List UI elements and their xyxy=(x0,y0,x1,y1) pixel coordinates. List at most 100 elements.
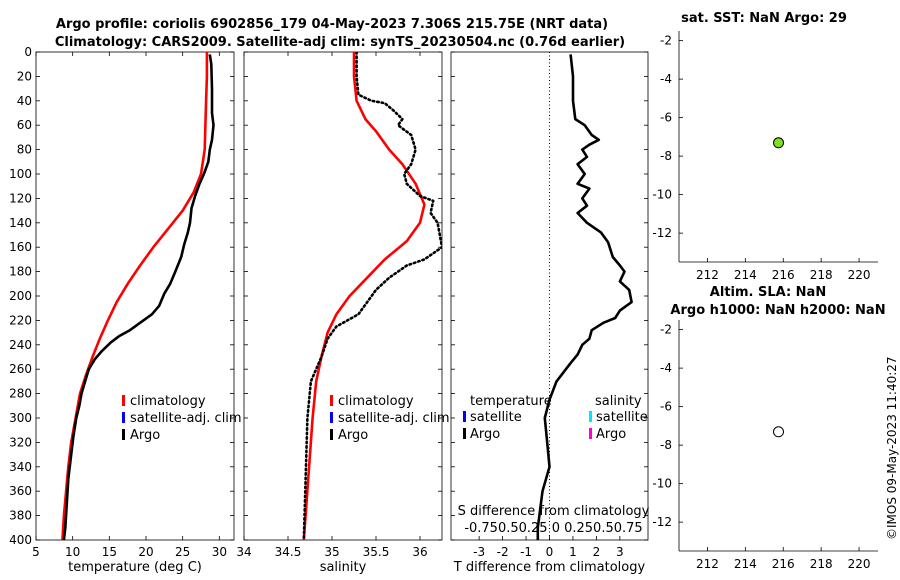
depth-tick-label: 240 xyxy=(9,338,32,352)
sst_map-xtick-label: 214 xyxy=(734,268,757,282)
panel-salinity: 34 34.5 35 35.5 36 salinity climatology satelli… xyxy=(236,51,450,575)
title-line-1: Argo profile: coriolis 6902856_179 04-Ma… xyxy=(56,17,608,32)
temperature-series-argo xyxy=(62,54,215,540)
sla_map-xtick-label: 220 xyxy=(848,557,871,571)
salinity-xtick-label: 35.5 xyxy=(363,545,390,559)
difference-xtick-label: 3 xyxy=(616,545,624,559)
depth-tick-label: 200 xyxy=(9,289,32,303)
difference-legend-salinity-swatch xyxy=(589,411,592,422)
salinity-xtick-label: 34.5 xyxy=(275,545,302,559)
sla-map-title: Altim. SLA: NaN xyxy=(710,285,826,300)
salinity-legend-label: climatology xyxy=(338,394,414,409)
temperature-xtick-label: 15 xyxy=(102,545,117,559)
salinity-axes-frame xyxy=(243,51,443,541)
sst_map-ytick-label: -10 xyxy=(652,188,672,202)
salinity-legend-swatch xyxy=(330,429,333,440)
sst-map-title: sat. SST: NaN Argo: 29 xyxy=(681,11,847,26)
difference-xtick-label: -2 xyxy=(497,545,509,559)
sst_map-float-position-marker xyxy=(773,137,784,149)
salinity-legend-swatch xyxy=(330,395,333,406)
title-line-2: Climatology: CARS2009. Satellite-adj cli… xyxy=(55,35,625,50)
difference-legend-temperature-heading: temperature xyxy=(470,394,552,409)
salinity-xlabel: salinity xyxy=(320,560,367,575)
temperature-legend-label: Argo xyxy=(130,428,160,443)
sla_map-float-position-marker xyxy=(773,426,784,438)
difference-series-t-argo xyxy=(536,54,633,540)
depth-tick-label: 340 xyxy=(9,460,32,474)
salinity-series-group xyxy=(302,52,442,540)
sst_map-xtick-label: 212 xyxy=(696,268,719,282)
salinity-xtick-label: 35 xyxy=(324,545,339,559)
panel-temperature: 5 10 15 20 25 3002040608010012014016018020022… xyxy=(9,45,242,575)
difference-series-group xyxy=(536,54,633,540)
difference-legend-temperature-swatch xyxy=(463,411,466,422)
sla_map-xtick-label: 212 xyxy=(696,557,719,571)
sst_map-xtick-label: 218 xyxy=(810,268,833,282)
temperature-xtick-label: 20 xyxy=(138,545,153,559)
sla_map-ytick-label: -6 xyxy=(660,400,672,414)
depth-tick-label: 220 xyxy=(9,313,32,327)
difference-s-tick-labels: -0.750.50.25 0 0.250.50.75 xyxy=(464,521,642,536)
sla_map-ytick-label: -12 xyxy=(652,515,672,529)
depth-tick-label: 100 xyxy=(9,167,32,181)
depth-tick-label: 160 xyxy=(9,240,32,254)
depth-tick-label: 260 xyxy=(9,362,32,376)
salinity-series-climatology xyxy=(302,52,426,540)
temperature-xtick-label: 5 xyxy=(32,545,40,559)
sst_map-ytick-label: -12 xyxy=(652,226,672,240)
salinity-legend-label: satellite-adj. clim xyxy=(338,411,450,426)
depth-tick-label: 360 xyxy=(9,484,32,498)
temperature-legend-label: climatology xyxy=(130,394,206,409)
difference-xtick-label: -1 xyxy=(520,545,532,559)
depth-tick-label: 380 xyxy=(9,509,32,523)
sla_map-ytick-label: -4 xyxy=(660,361,672,375)
panel-sst_map: 212 214 216 218 220 -2 -4 -6 -8 -10 -12 xyxy=(652,31,878,282)
depth-tick-label: 0 xyxy=(24,45,32,59)
difference-legend-temperature-label: Argo xyxy=(470,427,500,442)
depth-tick-label: 80 xyxy=(17,143,32,157)
sst_map-ytick-label: -4 xyxy=(660,72,672,86)
difference-xtick-label: 0 xyxy=(546,545,554,559)
difference-xtick-label: -3 xyxy=(473,545,485,559)
temperature-xtick-label: 30 xyxy=(212,545,227,559)
depth-tick-label: 320 xyxy=(9,435,32,449)
temperature-xlabel: temperature (deg C) xyxy=(68,560,202,575)
difference-legend-salinity-heading: salinity xyxy=(595,394,642,409)
timestamp-watermark: ©IMOS 09-May-2023 11:40:27 xyxy=(885,356,899,540)
sst_map-ytick-label: -8 xyxy=(660,149,672,163)
sla-map-subtitle: Argo h1000: NaN h2000: NaN xyxy=(670,303,885,318)
depth-tick-label: 140 xyxy=(9,216,32,230)
salinity-series-argo xyxy=(302,52,442,540)
salinity-xtick-label: 36 xyxy=(412,545,427,559)
temperature-xtick-label: 25 xyxy=(175,545,190,559)
sla_map-ytick-label: -8 xyxy=(660,438,672,452)
depth-tick-label: 280 xyxy=(9,387,32,401)
sst_map-xtick-label: 216 xyxy=(772,268,795,282)
sla_map-xtick-label: 218 xyxy=(810,557,833,571)
difference-legend-temperature-swatch xyxy=(463,428,466,439)
temperature-series-group xyxy=(61,52,215,540)
depth-tick-label: 40 xyxy=(17,94,32,108)
temperature-series-climatology xyxy=(61,52,209,540)
difference-legend-salinity-label: Argo xyxy=(596,427,626,442)
depth-tick-label: 120 xyxy=(9,191,32,205)
depth-tick-label: 400 xyxy=(9,533,32,547)
depth-tick-label: 180 xyxy=(9,265,32,279)
difference-xlabel: T difference from climatology xyxy=(453,560,646,575)
temperature-legend-swatch xyxy=(122,429,125,440)
difference-s-axis-label: S difference from climatology xyxy=(458,504,650,519)
sla_map-xtick-label: 216 xyxy=(772,557,795,571)
temperature-legend-swatch xyxy=(122,412,125,423)
temperature-legend-swatch xyxy=(122,395,125,406)
panel-difference: -3 -2 -1 0 1 2 3T difference from climatology S… xyxy=(450,51,650,575)
temperature-legend-label: satellite-adj. clim xyxy=(130,411,242,426)
difference-legend-salinity-swatch xyxy=(589,428,592,439)
sla_map-xtick-label: 214 xyxy=(734,557,757,571)
temperature-xtick-label: 10 xyxy=(65,545,80,559)
panel-sla_map: 212 214 216 218 220 -2 -4 -6 -8 -10 -12 xyxy=(652,320,878,571)
sst_map-ytick-label: -6 xyxy=(660,111,672,125)
sla_map-ytick-label: -2 xyxy=(660,323,672,337)
depth-tick-label: 300 xyxy=(9,411,32,425)
difference-xtick-label: 2 xyxy=(593,545,601,559)
